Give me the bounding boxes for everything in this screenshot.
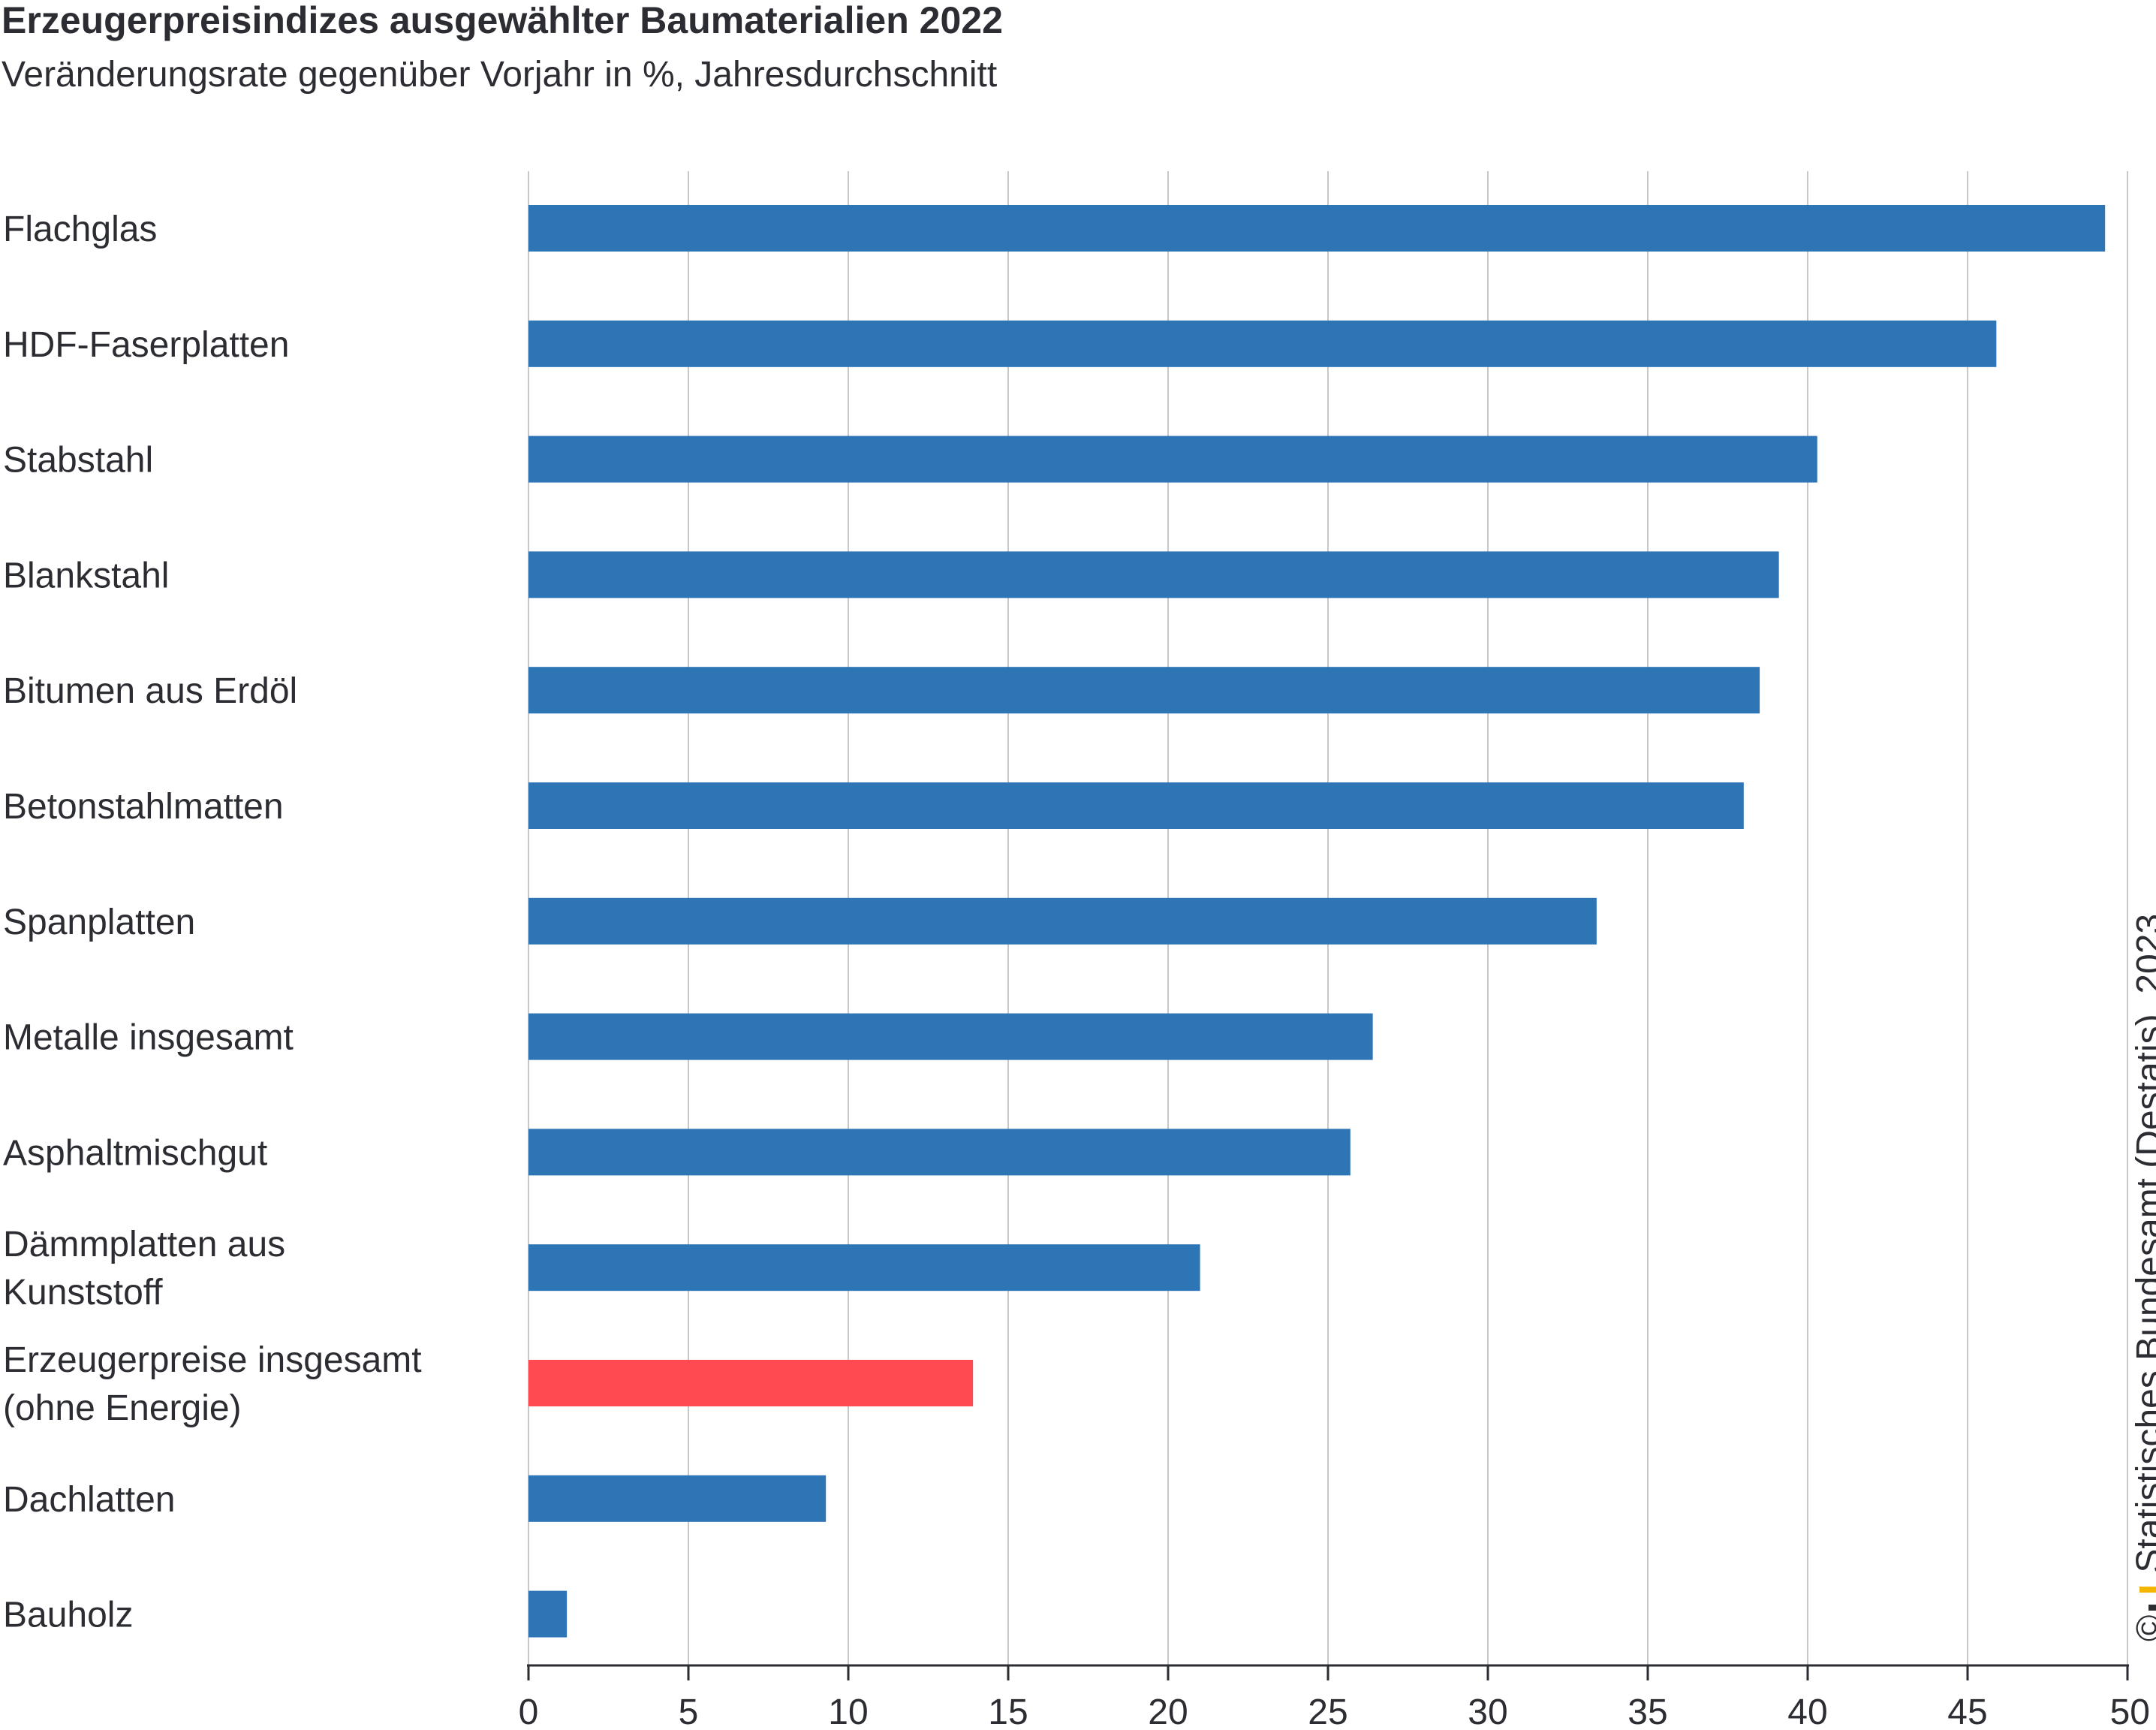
bars [528, 205, 2106, 1638]
category-label: Erzeugerpreise insgesamt [3, 1340, 422, 1380]
bar [528, 1129, 1351, 1176]
destatis-logo-icon [2135, 1581, 2156, 1611]
x-tick-label: 10 [828, 1692, 868, 1730]
category-label: Flachglas [3, 209, 157, 249]
category-label: Bauholz [3, 1596, 133, 1635]
x-tick-label: 15 [988, 1692, 1028, 1730]
source-text: Statistisches Bundesamt (Destatis), 2023 [2130, 913, 2156, 1573]
x-tick-label: 5 [679, 1692, 699, 1730]
bar [528, 782, 1744, 829]
category-label: Stabstahl [3, 441, 153, 481]
x-tick-label: 0 [519, 1692, 539, 1730]
x-tick-label: 30 [1468, 1692, 1507, 1730]
bar [528, 1360, 974, 1406]
x-tick-label: 50 [2110, 1692, 2150, 1730]
source-note: © Statistisches Bundesamt (Destatis), 20… [2129, 914, 2156, 1641]
bar [528, 436, 1817, 483]
category-label: Blankstahl [3, 556, 169, 595]
category-label: Bitumen aus Erdöl [3, 671, 297, 711]
bar [528, 320, 1997, 367]
chart-title: Erzeugerpreisindizes ausgewählter Baumat… [2, 0, 1003, 41]
category-label: Kunststoff [3, 1273, 163, 1313]
chart-subtitle: Veränderungsrate gegenüber Vorjahr in %,… [2, 55, 998, 95]
category-label: (ohne Energie) [3, 1388, 242, 1428]
bar [528, 1475, 827, 1522]
category-label: HDF-Faserplatten [3, 325, 289, 365]
x-tick-label: 35 [1628, 1692, 1667, 1730]
x-tick-label: 45 [1947, 1692, 1987, 1730]
x-tick-label: 40 [1787, 1692, 1827, 1730]
copyright-symbol: © [2129, 1615, 2156, 1641]
x-tick-label: 20 [1148, 1692, 1188, 1730]
bar [528, 1244, 1200, 1291]
bar [528, 551, 1779, 598]
category-labels: Flachglas HDF-Faserplatten Stabstahl Blanks… [3, 209, 422, 1635]
bar [528, 897, 1597, 945]
bar [528, 205, 2106, 252]
category-label: Dachlatten [3, 1480, 175, 1520]
bar [528, 1013, 1373, 1060]
x-axis: 0 5 10 15 20 25 30 35 40 45 50 [519, 1664, 2150, 1730]
bar [528, 1590, 568, 1638]
category-label: Asphaltmischgut [3, 1133, 267, 1173]
category-label: Betonstahlmatten [3, 787, 284, 827]
category-label: Metalle insgesamt [3, 1018, 294, 1058]
category-label: Dämmplatten aus [3, 1225, 285, 1264]
x-tick-label: 25 [1308, 1692, 1348, 1730]
category-label: Spanplatten [3, 903, 195, 942]
bar [528, 667, 1760, 714]
